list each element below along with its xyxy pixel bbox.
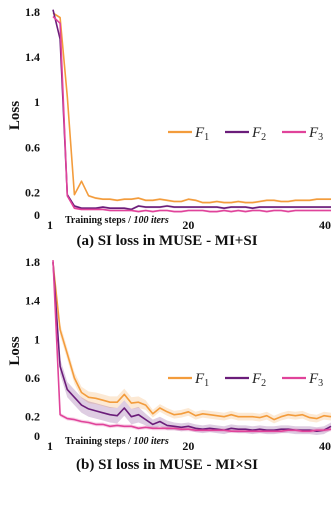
legend-label-f2: F2 — [251, 371, 266, 389]
y-axis-label: Loss — [7, 101, 23, 130]
series-line-f3 — [52, 15, 331, 213]
legend-label-sub: 2 — [261, 378, 266, 389]
chart-panel-2: 0 0.2 0.6 1 1.4 1.8 1 20 40 Loss Training steps / … — [7, 255, 332, 473]
legend-label-f1: F1 — [194, 371, 209, 389]
legend-label-sub: 3 — [318, 378, 323, 389]
y-tick-label: 1.4 — [25, 294, 40, 308]
y-tick-label: 0 — [34, 429, 40, 443]
legend-label-name: F — [308, 371, 319, 387]
legend-label-sub: 2 — [261, 132, 266, 143]
chart-caption: (a) SI loss in MUSE - MI+SI — [76, 233, 257, 249]
series-line-f1 — [52, 262, 332, 421]
legend-label-name: F — [194, 371, 205, 387]
x-axis-label-unit: 100 iters — [133, 436, 168, 447]
x-tick-label: 1 — [47, 218, 53, 232]
series-band-f1 — [53, 12, 331, 204]
x-tick-label: 20 — [182, 218, 194, 232]
x-axis-label: Training steps / 100 iters — [65, 215, 169, 226]
y-tick-label: 0 — [34, 208, 40, 222]
y-tick-label: 0.2 — [25, 410, 40, 424]
x-tick-label: 40 — [319, 439, 331, 453]
y-tick-label: 1.8 — [25, 255, 40, 269]
legend-label-name: F — [308, 125, 319, 141]
legend-label-sub: 1 — [204, 378, 209, 389]
x-tick-label: 40 — [319, 218, 331, 232]
legend-label-name: F — [251, 125, 262, 141]
y-tick-label: 0.2 — [25, 185, 40, 199]
x-tick-label: 1 — [47, 439, 53, 453]
y-tick-label: 0.6 — [25, 140, 40, 154]
series-band-f1 — [53, 261, 331, 424]
legend-label-sub: 1 — [204, 132, 209, 143]
y-tick-label: 1 — [34, 332, 40, 346]
y-tick-label: 1.8 — [25, 5, 40, 19]
legend-label-f1: F1 — [194, 125, 209, 143]
legend: F1 F2 F3 — [168, 125, 323, 143]
legend-label-f3: F3 — [308, 371, 323, 389]
series-line-f2 — [52, 261, 332, 432]
x-axis-label: Training steps / 100 iters — [65, 436, 169, 447]
series-line-f1 — [52, 12, 331, 204]
x-axis-label-main: Training steps / — [65, 436, 133, 447]
series-band-f3 — [53, 15, 331, 213]
legend: F1 F2 F3 — [168, 371, 323, 389]
y-tick-label: 0.6 — [25, 371, 40, 385]
legend-label-sub: 3 — [318, 132, 323, 143]
chart-caption: (b) SI loss in MUSE - MI×SI — [76, 457, 258, 473]
legend-label-name: F — [251, 371, 262, 387]
legend-label-name: F — [194, 125, 205, 141]
series-line-f3 — [52, 260, 332, 432]
series-band-f2 — [53, 260, 331, 435]
x-axis-label-main: Training steps / — [65, 215, 133, 226]
y-tick-label: 1 — [34, 95, 40, 109]
series-line-f2 — [52, 9, 331, 211]
y-axis-label: Loss — [7, 336, 23, 365]
series-band-f2 — [53, 8, 331, 211]
legend-label-f2: F2 — [251, 125, 266, 143]
x-axis-label-unit: 100 iters — [133, 215, 168, 226]
chart-panel-1: 0 0.2 0.6 1 1.4 1.8 1 20 40 Loss Training steps / … — [7, 5, 331, 249]
x-tick-label: 20 — [182, 439, 194, 453]
y-tick-label: 1.4 — [25, 50, 40, 64]
legend-label-f3: F3 — [308, 125, 323, 143]
